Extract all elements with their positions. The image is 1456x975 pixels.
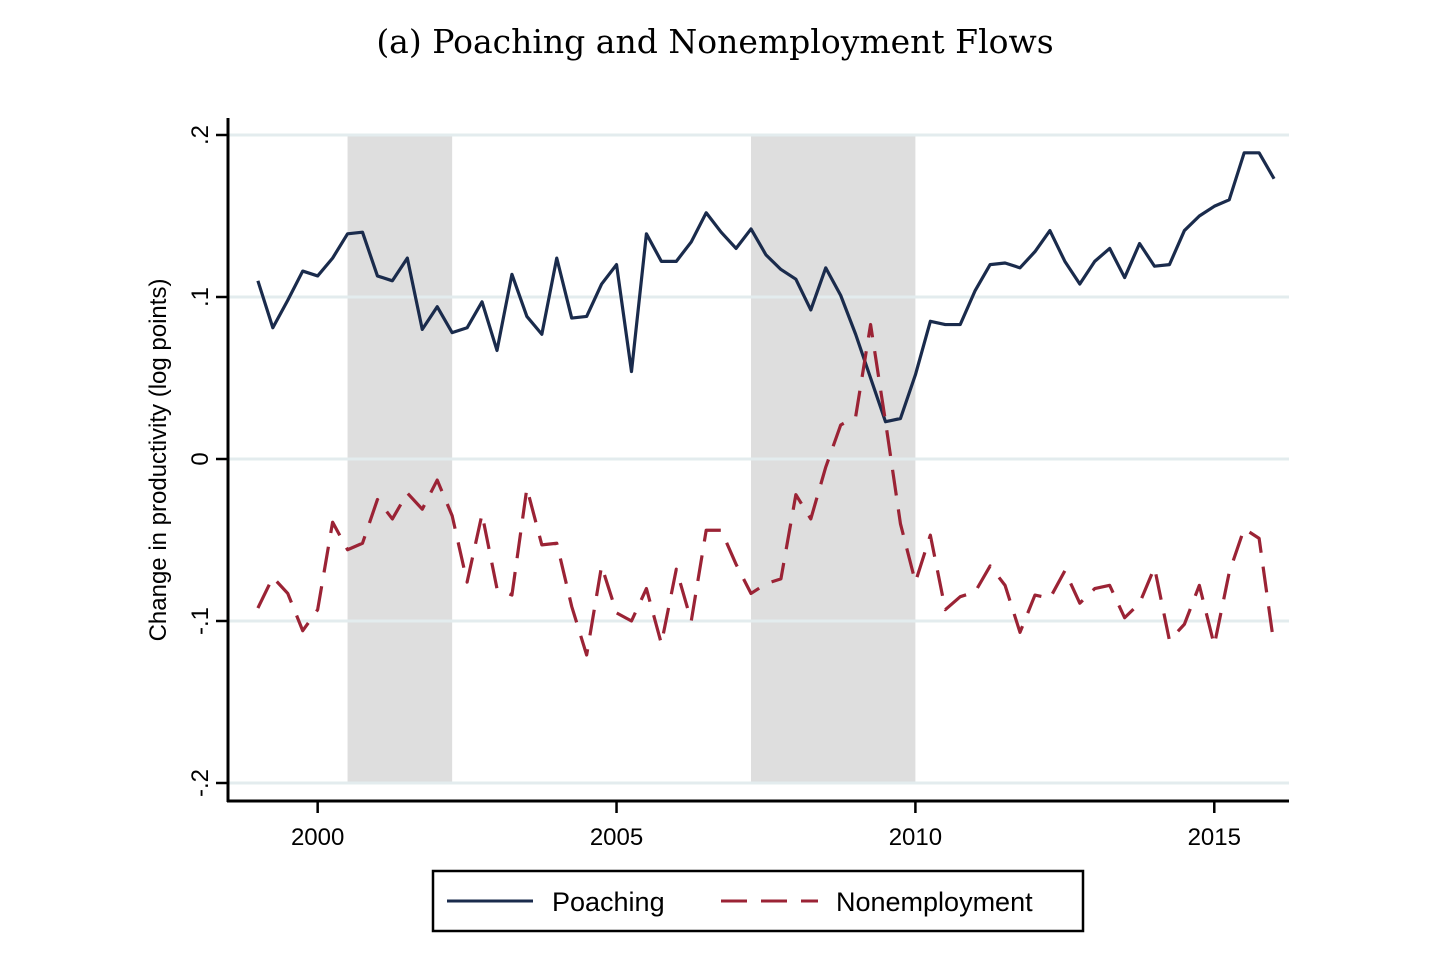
legend-label-poaching: Poaching [552, 887, 665, 917]
legend-label-nonemployment: Nonemployment [836, 887, 1033, 917]
x-tick-label-2: 2010 [889, 824, 942, 851]
y-tick-label-3: .1 [187, 287, 214, 307]
x-tick-label-0: 2000 [291, 824, 344, 851]
series-line-poaching [256, 151, 1276, 424]
y-tick-label-4: .2 [187, 125, 214, 145]
y-tick-label-2: 0 [187, 452, 214, 465]
x-tick-label-1: 2005 [590, 824, 643, 851]
y-tick-label-0: -.2 [187, 769, 214, 797]
y-tick-label-1: -.1 [187, 607, 214, 635]
chart-title: (a) Poaching and Nonemployment Flows [376, 22, 1054, 61]
x-tick-label-3: 2015 [1188, 824, 1241, 851]
series-line-nonemployment [256, 322, 1276, 657]
legend-box [431, 869, 1085, 933]
y-axis-title: Change in productivity (log points) [145, 279, 172, 642]
series-layer [256, 151, 1276, 657]
grid-layer [228, 133, 1289, 785]
axes-layer: -.2 -.1 0 .1 .2 2000 2005 2010 2015 [187, 118, 1289, 851]
legend: Poaching Nonemployment [431, 869, 1085, 933]
